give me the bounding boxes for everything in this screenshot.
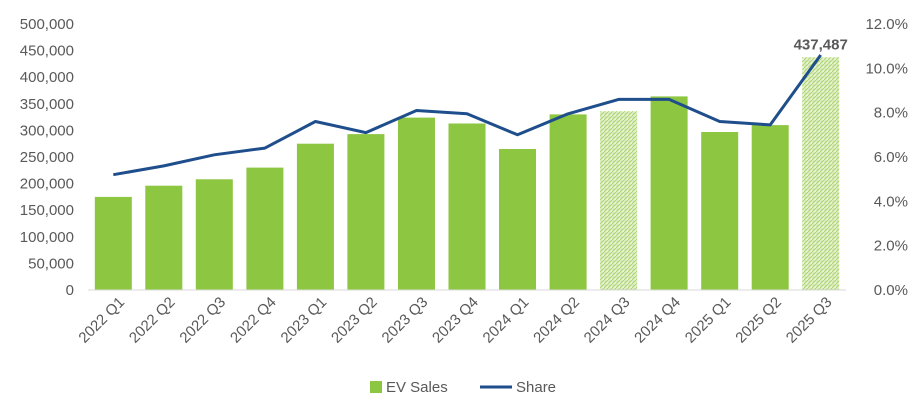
bar-2022-q2 (145, 185, 183, 290)
bar-2024-q4 (650, 96, 688, 291)
data-label: 437,487 (794, 36, 848, 53)
x-tick-label: 2023 Q4 (429, 294, 482, 347)
y-left-tick-label: 500,000 (20, 16, 74, 33)
bar-2022-q1 (94, 196, 132, 290)
data-labels: 437,487 (794, 36, 848, 53)
x-tick-label: 2025 Q3 (783, 294, 836, 347)
x-tick-label: 2025 Q2 (732, 294, 785, 347)
x-tick-label: 2023 Q1 (278, 294, 331, 347)
bar-2025-q3 (802, 57, 840, 290)
x-tick-label: 2024 Q3 (581, 294, 634, 347)
y-right-tick-label: 4.0% (874, 193, 908, 210)
legend-swatch-ev-sales (370, 381, 382, 393)
y-left-tick-label: 350,000 (20, 96, 74, 113)
y-left-tick-label: 250,000 (20, 149, 74, 166)
x-tick-label: 2024 Q2 (530, 294, 583, 347)
y-left-tick-label: 400,000 (20, 69, 74, 86)
y-left-tick-label: 150,000 (20, 202, 74, 219)
share-line (113, 54, 822, 177)
bar-2025-q2 (751, 125, 789, 290)
x-tick-label: 2022 Q1 (75, 294, 128, 347)
legend-label-ev-sales: EV Sales (386, 379, 448, 396)
bar-2024-q1 (499, 149, 536, 290)
bar-2025-q1 (701, 132, 739, 290)
legend-label-share: Share (516, 379, 556, 396)
x-tick-label: 2022 Q3 (176, 294, 229, 347)
y-left-tick-label: 300,000 (20, 122, 74, 139)
bar-2024-q2 (549, 114, 587, 291)
y-left-tick-label: 0 (66, 282, 74, 299)
bar-series (94, 57, 840, 291)
x-tick-label: 2022 Q2 (126, 294, 179, 347)
x-tick-label: 2025 Q1 (682, 294, 735, 347)
line-series (113, 54, 822, 177)
y-left-tick-label: 200,000 (20, 176, 74, 193)
y-left-tick-label: 100,000 (20, 229, 74, 246)
y-right-tick-label: 12.0% (865, 16, 908, 33)
bar-2023-q3 (398, 117, 435, 290)
legend: EV Sales Share (370, 379, 556, 396)
y-left-tick-label: 450,000 (20, 43, 74, 60)
y-right-tick-label: 0.0% (874, 282, 908, 299)
x-tick-label: 2023 Q2 (328, 294, 381, 347)
y-left-tick-label: 50,000 (28, 255, 74, 272)
y-right-tick-label: 10.0% (865, 60, 908, 77)
bar-2024-q3 (600, 111, 638, 290)
bar-2023-q4 (448, 123, 486, 290)
y-right-tick-label: 8.0% (874, 105, 908, 122)
x-tick-label: 2024 Q4 (631, 294, 684, 347)
x-tick-label: 2024 Q1 (480, 294, 533, 347)
y-right-tick-label: 2.0% (874, 238, 908, 255)
x-tick-label: 2023 Q3 (379, 294, 432, 347)
y-right-tick-label: 6.0% (874, 149, 908, 166)
bar-2023-q2 (347, 134, 385, 290)
bar-2023-q1 (296, 143, 334, 290)
bar-2022-q4 (246, 167, 284, 290)
x-tick-label: 2022 Q4 (227, 294, 280, 347)
bar-2022-q3 (195, 179, 233, 290)
